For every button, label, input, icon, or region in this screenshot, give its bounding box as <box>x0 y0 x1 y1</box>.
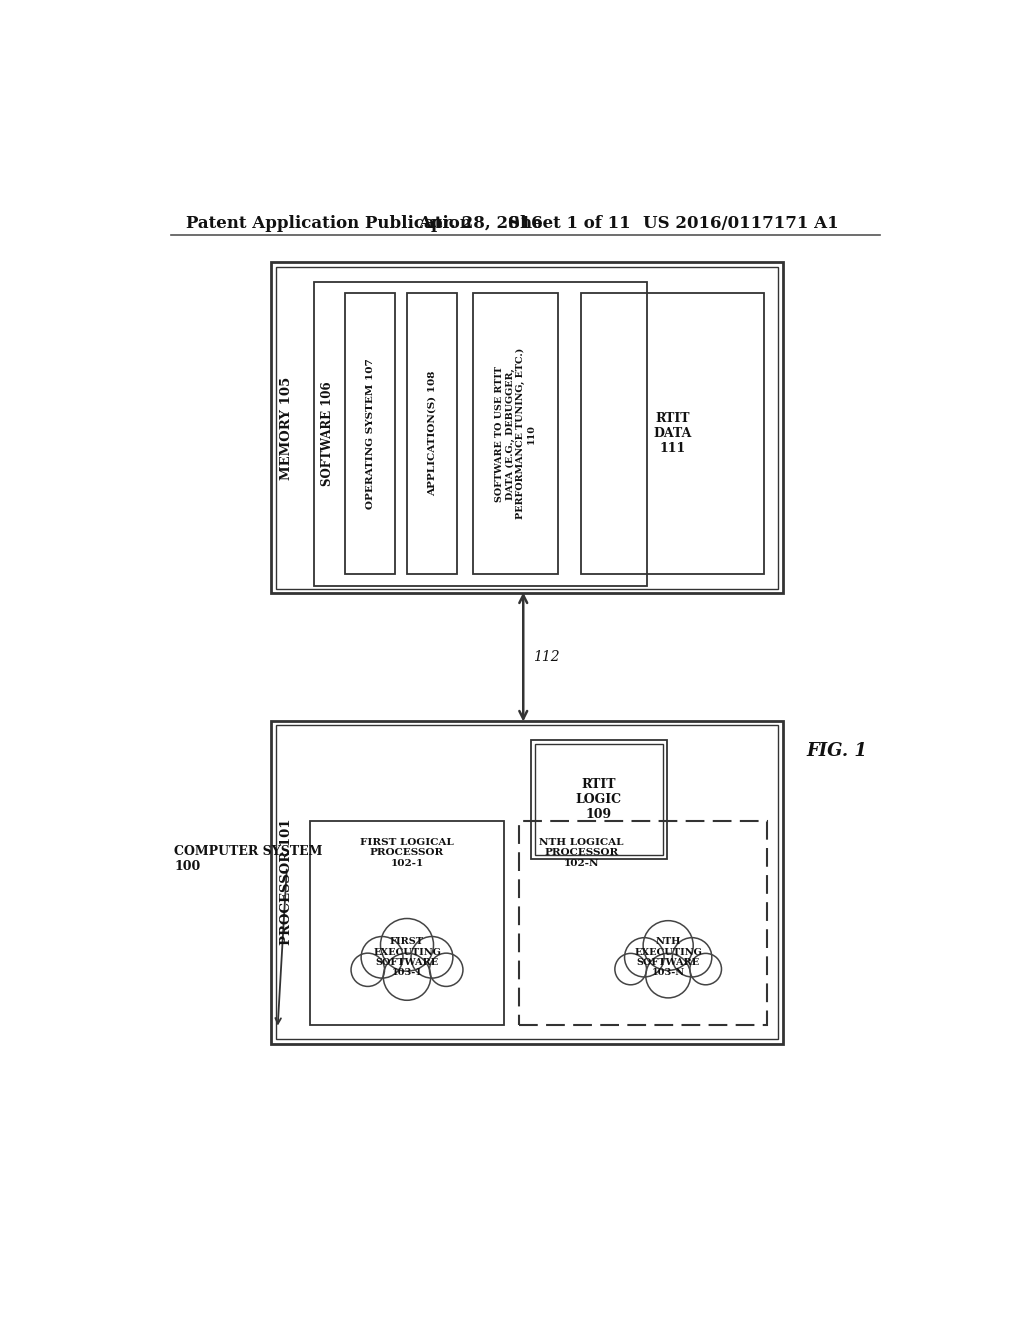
Text: Apr. 28, 2016: Apr. 28, 2016 <box>419 215 544 232</box>
Text: COMPUTER SYSTEM
100: COMPUTER SYSTEM 100 <box>174 845 323 873</box>
Circle shape <box>351 953 385 986</box>
Circle shape <box>383 953 431 1001</box>
Circle shape <box>429 953 463 986</box>
Bar <box>271 263 783 594</box>
Text: RTIT
DATA
111: RTIT DATA 111 <box>653 412 691 455</box>
Bar <box>276 267 778 589</box>
Text: Patent Application Publication: Patent Application Publication <box>186 215 472 232</box>
Text: RTIT
LOGIC
109: RTIT LOGIC 109 <box>575 777 622 821</box>
Text: 112: 112 <box>532 649 559 664</box>
Bar <box>271 721 783 1044</box>
Text: FIRST
EXECUTING
SOFTWARE
103-1: FIRST EXECUTING SOFTWARE 103-1 <box>373 937 441 977</box>
Bar <box>310 821 504 1024</box>
Text: PROCESSOR 101: PROCESSOR 101 <box>281 818 293 945</box>
Text: SOFTWARE 106: SOFTWARE 106 <box>322 381 335 486</box>
Bar <box>531 739 667 859</box>
Circle shape <box>625 937 665 977</box>
Text: NTH LOGICAL
PROCESSOR
102-N: NTH LOGICAL PROCESSOR 102-N <box>539 838 624 867</box>
Text: US 2016/0117171 A1: US 2016/0117171 A1 <box>643 215 839 232</box>
Circle shape <box>673 937 712 977</box>
Text: NTH
EXECUTING
SOFTWARE
103-N: NTH EXECUTING SOFTWARE 103-N <box>634 937 702 977</box>
Bar <box>582 293 764 574</box>
Text: FIG. 1: FIG. 1 <box>806 742 867 760</box>
Text: OPERATING SYSTEM 107: OPERATING SYSTEM 107 <box>366 358 375 510</box>
Bar <box>473 293 558 574</box>
Text: MEMORY 105: MEMORY 105 <box>281 376 293 479</box>
Bar <box>407 293 458 574</box>
Text: FIRST LOGICAL
PROCESSOR
102-1: FIRST LOGICAL PROCESSOR 102-1 <box>360 838 454 867</box>
Circle shape <box>646 953 690 998</box>
Circle shape <box>381 919 433 972</box>
Text: APPLICATION(S) 108: APPLICATION(S) 108 <box>428 371 436 496</box>
Bar <box>519 821 767 1024</box>
Text: Sheet 1 of 11: Sheet 1 of 11 <box>508 215 631 232</box>
Bar <box>314 281 647 586</box>
Circle shape <box>690 953 722 985</box>
Bar <box>276 725 778 1039</box>
Bar <box>535 743 663 855</box>
Circle shape <box>411 936 453 978</box>
Circle shape <box>614 953 646 985</box>
Circle shape <box>643 920 693 970</box>
Text: SOFTWARE TO USE RTIT
DATA (E.G., DEBUGGER,
PERFORMANCE TUNING, ETC.)
110: SOFTWARE TO USE RTIT DATA (E.G., DEBUGGE… <box>496 348 536 519</box>
Bar <box>345 293 395 574</box>
Circle shape <box>361 936 403 978</box>
